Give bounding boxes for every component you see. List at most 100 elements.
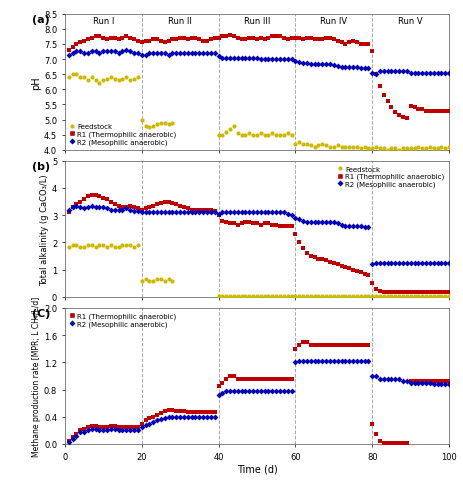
Point	[146, 50, 153, 58]
Point	[434, 145, 441, 153]
Point	[434, 107, 441, 115]
Point	[250, 220, 257, 228]
Point	[295, 357, 303, 365]
Text: Run I: Run I	[93, 17, 114, 26]
Point	[330, 143, 338, 151]
Point	[100, 48, 107, 56]
Point	[295, 139, 303, 147]
Point	[430, 380, 438, 388]
Point	[242, 37, 249, 44]
Point	[419, 260, 426, 267]
Point	[357, 357, 364, 365]
Point	[69, 435, 76, 443]
Point	[169, 406, 176, 414]
Point	[146, 420, 153, 427]
Point	[76, 74, 84, 82]
Point	[392, 376, 399, 384]
Point	[257, 376, 264, 384]
Point	[288, 387, 295, 395]
Point	[257, 209, 264, 217]
Point	[115, 423, 122, 431]
Point	[392, 145, 399, 153]
Point	[245, 387, 253, 395]
Point	[123, 423, 130, 431]
Point	[307, 35, 314, 43]
Point	[384, 146, 391, 154]
Point	[119, 48, 126, 56]
Point	[226, 387, 234, 395]
Point	[215, 53, 222, 61]
Point	[442, 378, 449, 386]
Point	[130, 208, 138, 216]
Point	[130, 203, 138, 211]
Point	[242, 293, 249, 301]
Point	[230, 33, 238, 41]
Point	[307, 219, 314, 226]
Point	[215, 35, 222, 43]
Point	[380, 293, 388, 301]
Point	[76, 243, 84, 251]
Point	[403, 289, 411, 297]
Point	[84, 77, 92, 85]
Point	[123, 33, 130, 41]
Point	[415, 289, 422, 297]
Point	[69, 203, 76, 211]
Point	[138, 209, 145, 217]
Point	[372, 430, 380, 438]
Point	[65, 47, 72, 55]
Point	[288, 35, 295, 43]
Point	[434, 380, 441, 388]
Point	[326, 258, 334, 266]
Point	[292, 215, 299, 223]
Point	[300, 217, 307, 225]
Point	[238, 293, 245, 301]
Point	[388, 104, 395, 112]
Point	[242, 219, 249, 226]
Point	[165, 276, 172, 284]
Point	[438, 293, 445, 301]
Point	[269, 130, 276, 138]
Point	[165, 406, 172, 414]
Point	[345, 223, 353, 230]
Point	[184, 408, 192, 416]
Point	[395, 293, 403, 301]
Point	[196, 413, 203, 421]
Point	[184, 205, 192, 213]
Point	[92, 425, 99, 433]
Point	[330, 342, 338, 349]
Point	[169, 277, 176, 285]
Point	[426, 70, 434, 78]
Point	[245, 55, 253, 62]
Point	[245, 376, 253, 384]
Point	[334, 293, 341, 301]
Point	[192, 413, 199, 421]
Point	[119, 427, 126, 434]
Point	[203, 408, 211, 416]
Point	[92, 77, 99, 85]
Text: (b): (b)	[32, 162, 50, 171]
Point	[284, 37, 291, 44]
Point	[196, 50, 203, 58]
Point	[203, 413, 211, 421]
Point	[200, 38, 207, 46]
Point	[165, 38, 172, 46]
Point	[407, 145, 414, 153]
Point	[134, 74, 142, 82]
Point	[103, 423, 111, 431]
Point	[419, 106, 426, 114]
Point	[96, 80, 103, 88]
Point	[399, 260, 407, 267]
Point	[407, 103, 414, 111]
X-axis label: Time (d): Time (d)	[237, 464, 277, 473]
Point	[238, 387, 245, 395]
Point	[196, 209, 203, 217]
Point	[272, 56, 280, 64]
Point	[173, 50, 180, 58]
Point	[88, 425, 95, 433]
Point	[284, 130, 291, 138]
Point	[338, 63, 345, 71]
Point	[126, 423, 134, 431]
Point	[442, 70, 449, 78]
Point	[311, 143, 319, 151]
Point	[223, 209, 230, 217]
